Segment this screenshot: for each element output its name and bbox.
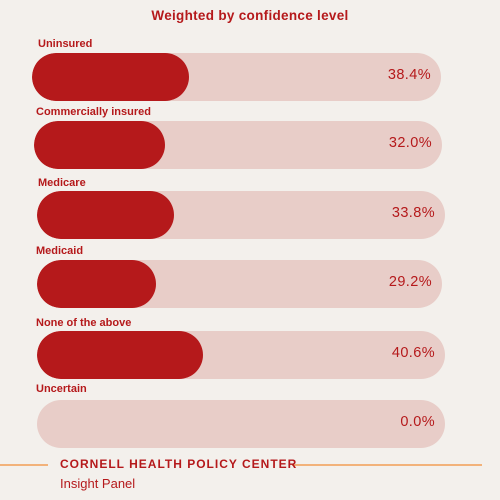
bar-track: 32.0%	[34, 121, 442, 169]
bar-track: 40.6%	[37, 331, 445, 379]
bar-value-label: 33.8%	[391, 205, 435, 221]
bar-label: Medicare	[38, 177, 86, 189]
bar-track: 29.2%	[37, 260, 442, 308]
bar-value-label: 40.6%	[391, 345, 435, 361]
bar-value-label: 32.0%	[388, 135, 432, 151]
bar-label: Uncertain	[36, 383, 87, 395]
bar-value-label: 0.0%	[400, 414, 435, 430]
footer-org: CORNELL HEALTH POLICY CENTER	[60, 457, 298, 471]
bar-label: Medicaid	[36, 245, 84, 257]
bar-value-label: 38.4%	[387, 67, 431, 83]
bar-track: 38.4%	[32, 53, 441, 101]
bar	[32, 53, 189, 101]
bar-label: Commercially insured	[36, 106, 151, 118]
bar-value-label: 29.2%	[388, 274, 432, 290]
bar-track: 33.8%	[37, 191, 445, 239]
bar	[37, 191, 174, 239]
footer-rule-right	[292, 464, 482, 466]
footer-rule-left	[0, 464, 48, 466]
chart-title: Weighted by confidence level	[151, 8, 349, 23]
bar	[34, 121, 165, 169]
footer-subtitle: Insight Panel	[60, 476, 136, 491]
bar-label: None of the above	[36, 317, 132, 329]
bar	[37, 260, 156, 308]
bar-track: 0.0%	[37, 400, 445, 448]
bar-label: Uninsured	[38, 38, 93, 50]
bar	[37, 331, 203, 379]
